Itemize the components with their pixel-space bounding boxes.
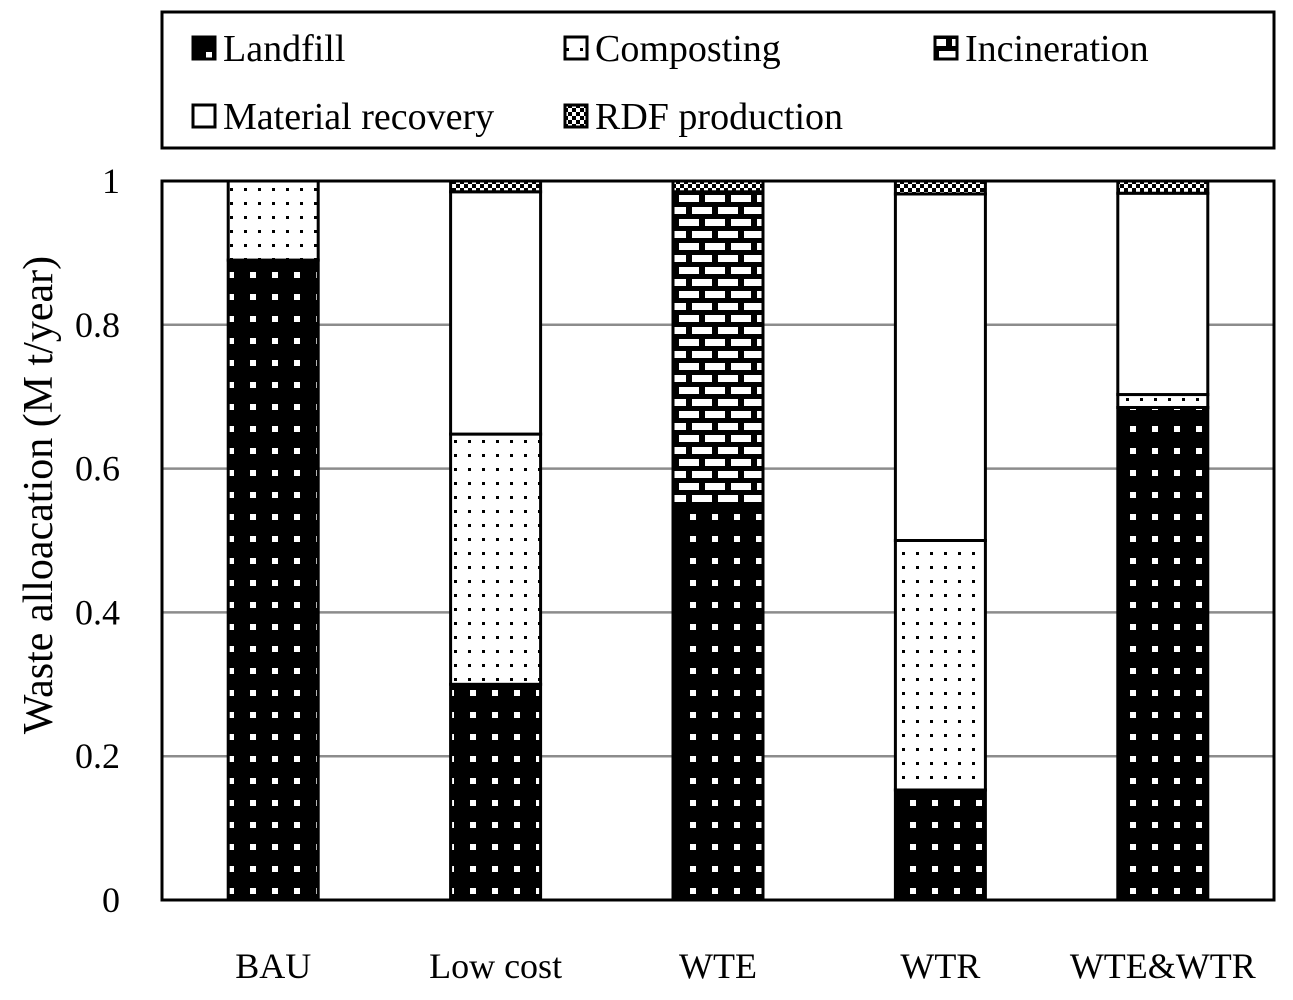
legend-box xyxy=(160,10,1276,150)
bar-segment-material xyxy=(1116,191,1210,397)
bar-segment-composting xyxy=(893,539,987,792)
legend-label: Incineration xyxy=(965,28,1149,70)
y-axis-ticks: 0 0.2 0.4 0.6 0.8 1 xyxy=(75,161,120,920)
y-tick-label: 0 xyxy=(102,880,120,920)
legend-item-landfill: Landfill xyxy=(191,28,345,70)
bar-segment-incineration xyxy=(671,190,765,510)
bar-segment-landfill xyxy=(893,788,987,902)
bar-segment-rdf xyxy=(671,179,765,194)
bars xyxy=(226,179,1210,902)
bar-stack-1 xyxy=(449,179,543,902)
legend-label: Material recovery xyxy=(223,96,494,138)
bar-segment-landfill xyxy=(449,682,543,902)
legend-swatch xyxy=(563,35,589,61)
y-tick-label: 0.4 xyxy=(75,592,120,632)
bar-segment-rdf xyxy=(893,179,987,196)
y-tick-label: 0.2 xyxy=(75,736,120,776)
legend-item-composting: Composting xyxy=(563,28,781,70)
bar-segment-landfill xyxy=(226,258,320,902)
legend-item-incineration: Incineration xyxy=(933,28,1149,70)
x-tick-label: BAU xyxy=(235,946,311,986)
x-tick-label: WTR xyxy=(900,946,980,986)
bar-segment-rdf xyxy=(449,179,543,194)
bar-segment-landfill xyxy=(1116,405,1210,902)
bar-stack-2 xyxy=(671,179,765,902)
bar-stack-4 xyxy=(1116,179,1210,902)
plot-area-frame xyxy=(160,179,1276,902)
legend-swatch xyxy=(563,103,589,129)
legend: Landfill Composting Incineration Material r… xyxy=(160,10,1276,150)
legend-items: Landfill Composting Incineration Material r… xyxy=(191,28,1149,138)
legend-swatch xyxy=(933,35,959,61)
legend-item-material: Material recovery xyxy=(191,96,494,138)
bar-segment-composting xyxy=(449,432,543,686)
y-tick-label: 0.8 xyxy=(75,305,120,345)
y-axis-title: Waste alloacation (M t/year) xyxy=(16,256,62,734)
x-axis-labels: BAU Low cost WTE WTR WTE&WTR xyxy=(235,946,1256,986)
legend-label: Landfill xyxy=(223,28,345,70)
y-tick-label: 0.6 xyxy=(75,449,120,489)
legend-item-rdf: RDF production xyxy=(563,96,843,138)
legend-label: Composting xyxy=(595,28,781,70)
bar-segment-composting xyxy=(1116,393,1210,409)
x-tick-label: WTE&WTR xyxy=(1070,946,1256,986)
x-tick-label: Low cost xyxy=(429,946,562,986)
legend-swatch xyxy=(191,35,217,61)
bar-segment-rdf xyxy=(1116,179,1210,195)
legend-label: RDF production xyxy=(595,96,843,138)
bar-segment-material xyxy=(449,190,543,436)
x-tick-label: WTE xyxy=(679,946,757,986)
bar-segment-composting xyxy=(226,179,320,262)
legend-swatch xyxy=(191,103,217,129)
bar-segment-material xyxy=(893,192,987,543)
bar-stack-0 xyxy=(226,179,320,902)
bar-stack-3 xyxy=(893,179,987,902)
y-tick-label: 1 xyxy=(102,161,120,201)
bar-segment-landfill xyxy=(671,506,765,902)
